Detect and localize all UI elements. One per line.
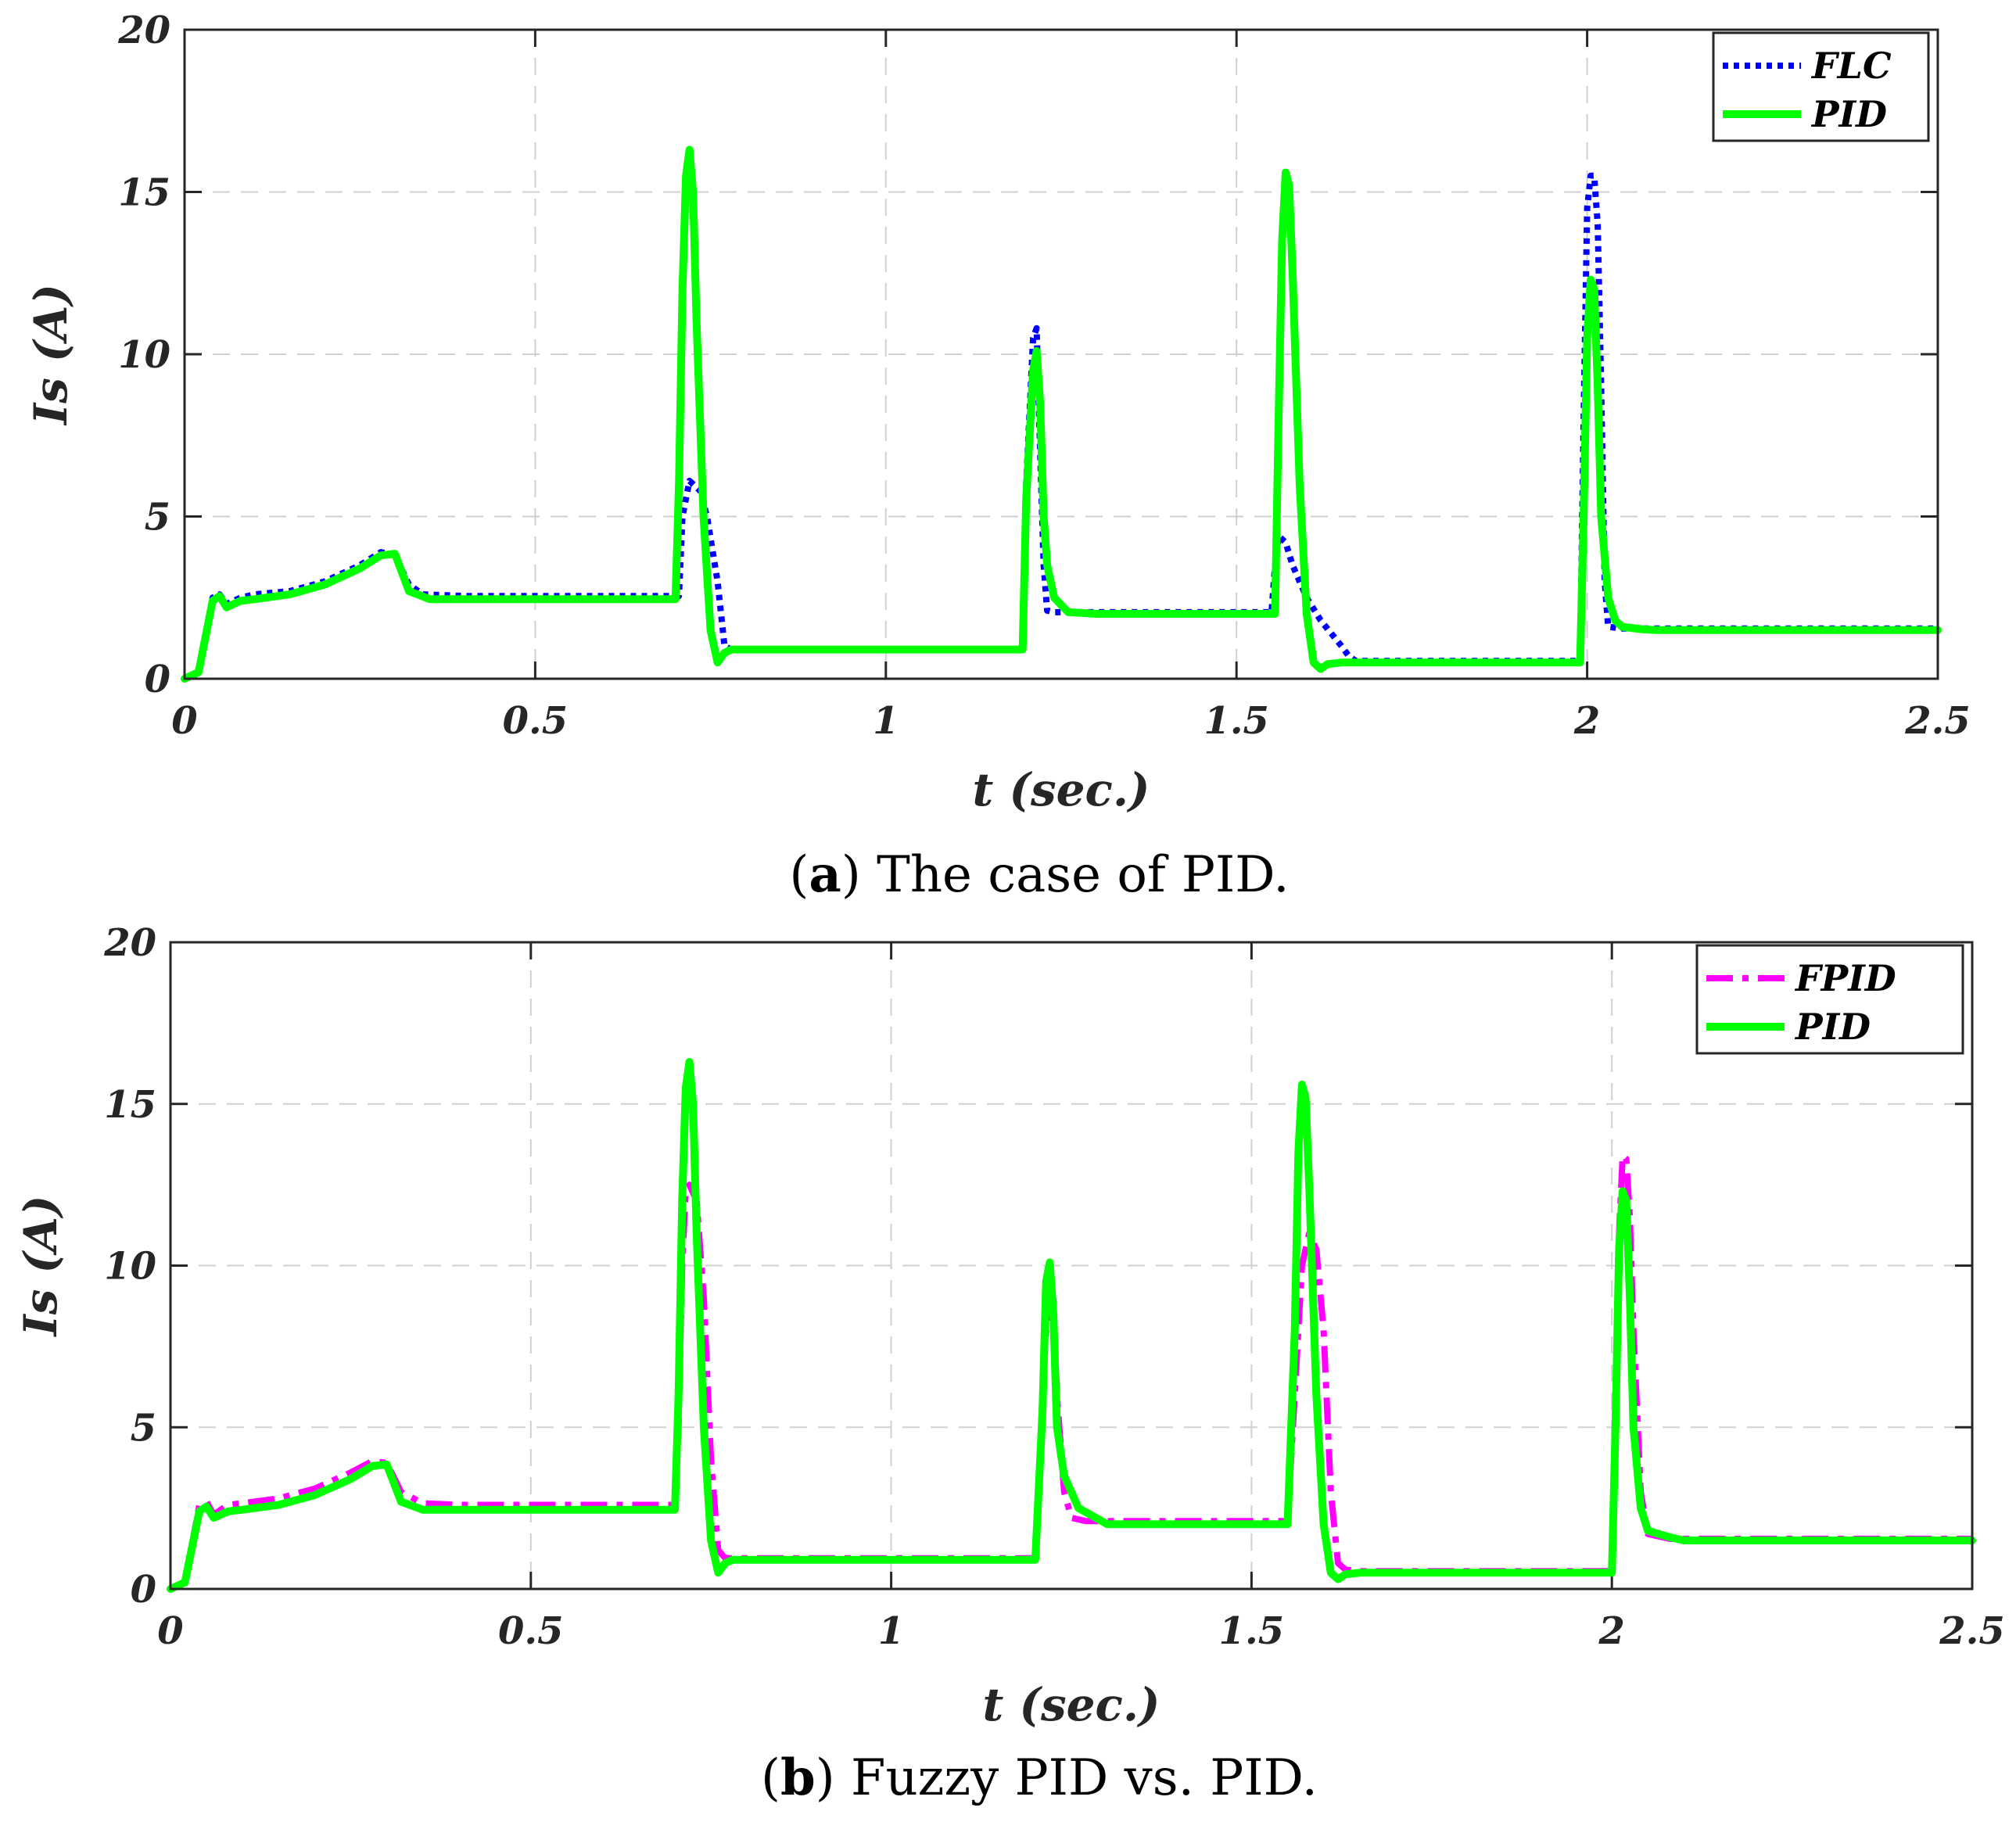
x-tick-label-a: 0 [171, 699, 197, 743]
y-tick-label-b: 10 [104, 1245, 156, 1289]
legend-label-flc-a: FLC [1810, 45, 1892, 87]
series-line-pid-a [181, 145, 1942, 683]
legend-label-pid-b: PID [1794, 1006, 1871, 1048]
x-tick-label-b: 0 [157, 1609, 183, 1653]
y-tick-label-b: 15 [104, 1083, 156, 1127]
caption-b: (b) Fuzzy PID vs. PID. [761, 1748, 1318, 1807]
x-tick-label-a: 2.5 [1904, 699, 1971, 743]
x-tick-label-a: 1.5 [1204, 699, 1269, 743]
caption-a: (a) The case of PID. [789, 845, 1289, 904]
legend-label-pid-a: PID [1810, 93, 1887, 135]
y-tick-label-a: 20 [117, 9, 170, 52]
caption-b-letter: b [780, 1748, 816, 1807]
caption-a-text: The case of PID. [877, 846, 1289, 904]
y-tick-label-b: 0 [131, 1568, 156, 1612]
caption-b-text: Fuzzy PID vs. PID. [851, 1749, 1318, 1807]
x-tick-label-b: 2.5 [1939, 1609, 2005, 1653]
y-axis-label-a: Is (A) [24, 284, 77, 426]
x-tick-label-a: 2 [1573, 699, 1600, 743]
axes-box-b [169, 941, 1974, 1591]
x-axis-label-b: t (sec.) [983, 1678, 1160, 1731]
chart-panel-a: 0 0.5 1 1.5 2 2.5 0 5 10 15 20 t (sec.) Is (A) FLC PID [24, 9, 1971, 816]
caption-a-letter: a [809, 845, 841, 904]
x-axis-label-a: t (sec.) [973, 763, 1150, 816]
legend-label-fpid-b: FPID [1794, 957, 1896, 999]
y-tick-label-a: 15 [118, 171, 170, 215]
x-tick-label-a: 1 [873, 699, 899, 743]
legend-box-a [1712, 31, 1930, 142]
x-tick-label-b: 1.5 [1219, 1609, 1285, 1653]
y-tick-label-b: 5 [131, 1406, 156, 1450]
y-tick-label-a: 0 [145, 658, 170, 701]
x-tick-label-b: 0.5 [498, 1609, 564, 1653]
chart-panel-b: 0 0.5 1 1.5 2 2.5 0 5 10 15 20 t (sec.) Is (A) FPID PI… [14, 921, 2005, 1731]
y-tick-label-a: 5 [145, 496, 170, 540]
series-line-pid-b [167, 1058, 1976, 1593]
axes-box-a [183, 28, 1939, 680]
y-tick-label-a: 10 [118, 333, 170, 377]
y-axis-label-b: Is (A) [14, 1196, 67, 1338]
legend-box-b [1695, 944, 1964, 1055]
y-tick-label-b: 20 [103, 921, 156, 965]
x-tick-label-a: 0.5 [503, 699, 569, 743]
x-tick-label-b: 2 [1598, 1609, 1624, 1653]
x-tick-label-b: 1 [878, 1609, 904, 1653]
